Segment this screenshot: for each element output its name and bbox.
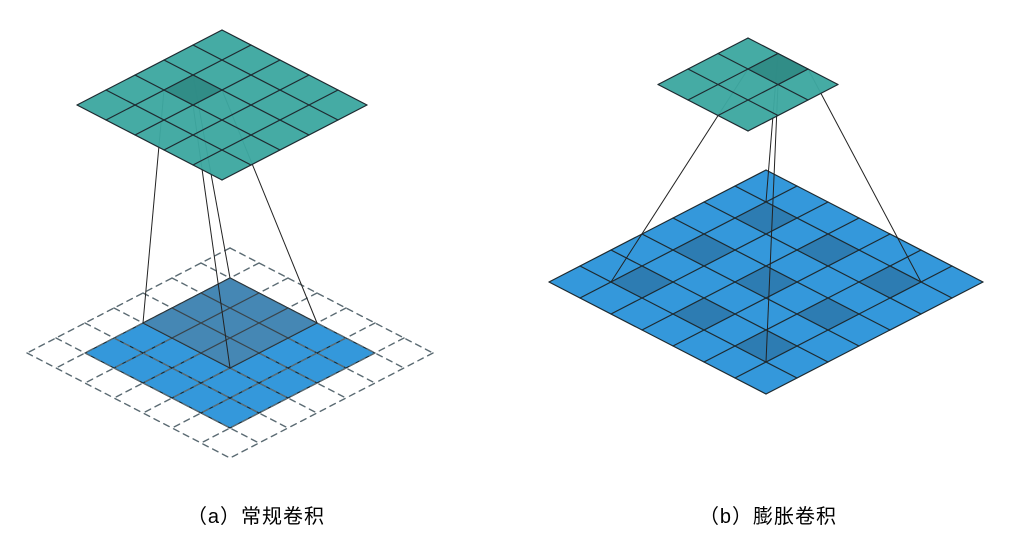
caption-b: （b）膨胀卷积 <box>512 500 1024 529</box>
caption-a: （a）常规卷积 <box>0 500 512 529</box>
panel-standard-conv: （a）常规卷积 <box>0 0 512 547</box>
diagram-standard-conv <box>0 0 512 500</box>
diagram-dilated-conv <box>512 0 1024 500</box>
panel-dilated-conv: （b）膨胀卷积 <box>512 0 1024 547</box>
